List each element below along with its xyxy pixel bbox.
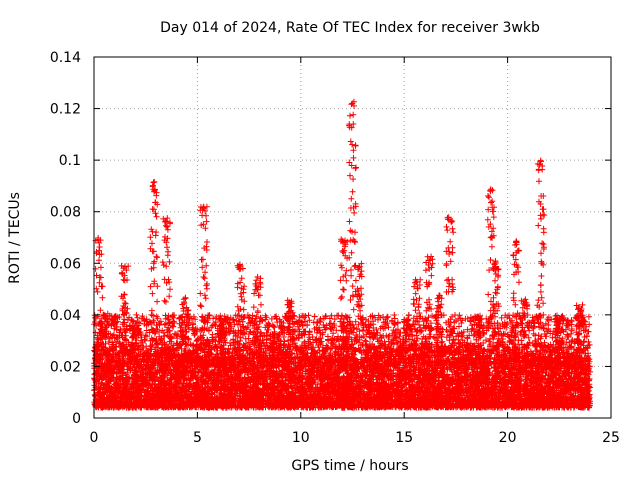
y-tick-label: 0.08 — [50, 205, 81, 221]
data-points — [91, 98, 594, 411]
x-tick-label: 0 — [90, 430, 99, 446]
x-axis-label: GPS time / hours — [291, 458, 408, 474]
y-tick-label: 0 — [72, 411, 81, 427]
x-tick-label: 20 — [499, 430, 517, 446]
y-tick-label: 0.12 — [50, 102, 81, 118]
chart-title: Day 014 of 2024, Rate Of TEC Index for r… — [160, 20, 540, 36]
y-tick-label: 0.04 — [50, 308, 81, 324]
y-axis-label: ROTI / TECUs — [7, 192, 23, 284]
x-tick-label: 5 — [193, 430, 202, 446]
y-tick-label: 0.1 — [59, 153, 81, 169]
y-tick-label: 0.06 — [50, 256, 81, 272]
y-axis: 0 0.02 0.04 0.06 0.08 0.1 0.12 0.14 — [50, 50, 611, 427]
plot-frame — [93, 56, 612, 419]
roti-points — [91, 98, 594, 411]
y-tick-label: 0.02 — [50, 359, 81, 375]
y-tick-label: 0.14 — [50, 50, 81, 66]
x-tick-label: 15 — [395, 430, 413, 446]
x-axis: 0 5 10 15 20 25 — [90, 57, 620, 446]
x-tick-label: 10 — [292, 430, 310, 446]
x-tick-label: 25 — [602, 430, 620, 446]
